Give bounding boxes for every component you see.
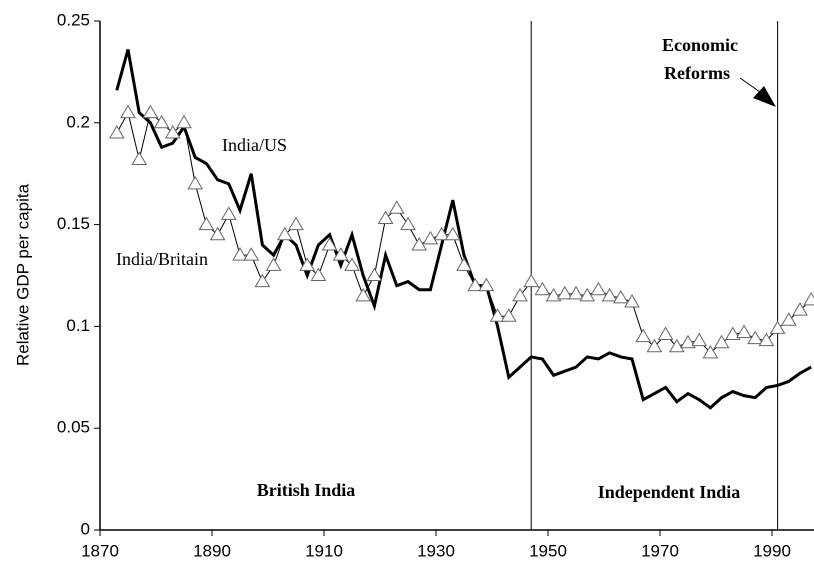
triangle-marker (624, 293, 640, 308)
triangle-marker (265, 257, 282, 271)
triangle-marker (736, 324, 752, 339)
triangle-marker (310, 267, 327, 281)
triangle-marker (769, 320, 786, 334)
triangle-marker (355, 287, 372, 302)
arrow-head (753, 86, 776, 107)
triangle-marker (411, 236, 428, 251)
triangle-marker (601, 287, 618, 302)
y-tick-label: 0.25 (57, 10, 90, 29)
triangle-marker (590, 281, 607, 296)
y-tick-label: 0.15 (57, 214, 90, 233)
triangle-marker (780, 312, 797, 326)
triangle-marker (444, 226, 461, 241)
triangle-marker (668, 338, 685, 353)
triangle-marker (332, 247, 349, 261)
triangle-marker (500, 308, 517, 322)
triangle-marker (657, 326, 674, 341)
triangle-marker (556, 285, 573, 300)
triangle-marker (299, 257, 316, 271)
triangle-marker (142, 104, 159, 119)
triangle-marker (164, 124, 181, 139)
triangle-marker (803, 291, 814, 306)
triangle-marker (456, 257, 472, 271)
triangle-marker (702, 344, 719, 359)
annotation: Independent India (598, 482, 741, 502)
y-tick-label: 0.2 (66, 112, 90, 131)
triangle-marker (321, 236, 338, 251)
series-line (115, 49, 812, 410)
triangle-marker (422, 230, 439, 245)
triangle-marker (489, 308, 506, 322)
triangle-marker (691, 332, 708, 347)
triangle-marker (680, 334, 696, 349)
triangle-marker (198, 216, 215, 231)
triangle-marker (108, 124, 125, 139)
x-tick-label: 1890 (193, 541, 231, 560)
x-tick-label: 1990 (753, 541, 791, 560)
arrow-shaft (739, 77, 761, 93)
triangle-marker (400, 216, 416, 231)
triangle-marker (276, 226, 293, 241)
triangle-marker (612, 289, 629, 304)
triangle-marker (388, 200, 405, 214)
triangle-marker (635, 328, 652, 343)
y-tick-label: 0.05 (57, 418, 90, 437)
x-tick-label: 1910 (305, 541, 343, 560)
triangle-marker (467, 277, 484, 292)
series-label: India/Britain (116, 249, 208, 269)
triangle-marker (512, 287, 528, 302)
triangle-marker (254, 273, 271, 288)
triangle-marker (366, 267, 383, 281)
triangle-marker (232, 247, 248, 261)
x-tick-label: 1950 (529, 541, 567, 560)
triangle-marker (523, 273, 540, 288)
x-tick-label: 1870 (81, 541, 119, 560)
annotation: British India (257, 480, 356, 500)
triangle-marker (176, 114, 192, 129)
triangle-marker (758, 332, 775, 347)
annotation: Economic (662, 35, 738, 55)
y-tick-label: 0 (81, 519, 90, 538)
triangle-marker (288, 216, 304, 231)
triangle-marker (545, 287, 562, 302)
triangle-marker (344, 257, 360, 271)
y-tick-label: 0.1 (66, 316, 90, 335)
triangle-marker (478, 277, 495, 292)
triangle-marker (433, 226, 450, 241)
triangle-marker (724, 326, 741, 341)
triangle-marker (220, 206, 237, 220)
triangle-marker (568, 285, 584, 300)
annotation: Reforms (664, 63, 730, 83)
y-axis-label: Relative GDP per capita (13, 183, 32, 366)
triangle-marker (153, 114, 170, 129)
triangle-marker (209, 226, 226, 241)
x-tick-label: 1970 (641, 541, 679, 560)
triangle-marker (646, 338, 663, 353)
triangle-marker (534, 281, 551, 296)
x-tick-label: 1930 (417, 541, 455, 560)
triangle-marker (243, 247, 260, 261)
triangle-marker (187, 175, 204, 190)
triangle-marker (377, 210, 394, 224)
triangle-marker (131, 151, 148, 165)
series-label: India/US (222, 135, 287, 155)
triangle-marker (120, 104, 136, 119)
triangle-marker (579, 287, 596, 302)
triangle-marker (747, 330, 764, 345)
triangle-marker (792, 302, 808, 316)
triangle-marker (713, 334, 730, 349)
